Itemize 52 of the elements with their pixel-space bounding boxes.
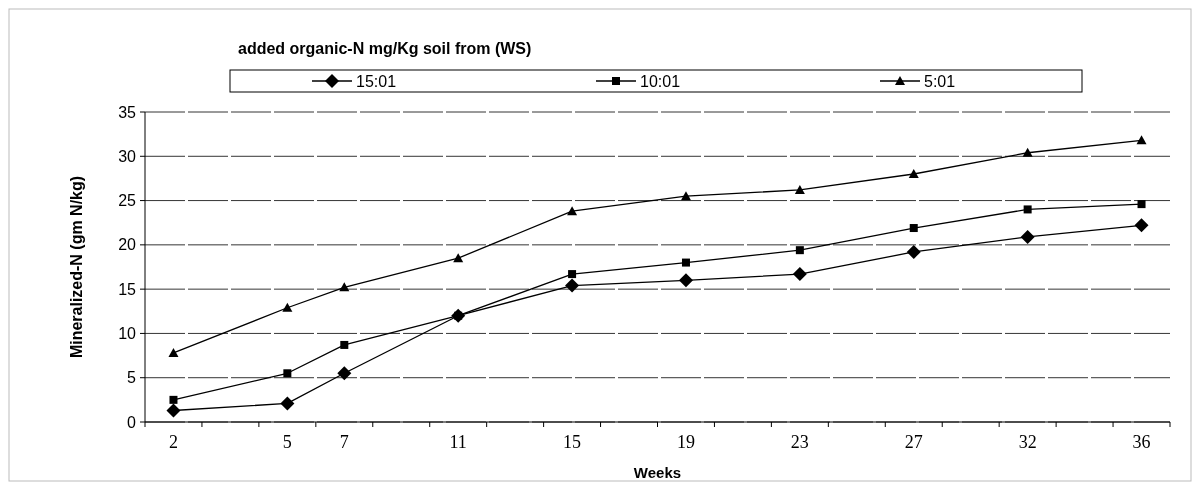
point xyxy=(168,347,179,357)
y-tick-label: 5 xyxy=(127,369,137,387)
x-axis-title: Weeks xyxy=(633,464,682,481)
point xyxy=(340,340,349,349)
point xyxy=(794,184,805,194)
point xyxy=(1020,229,1035,244)
point xyxy=(795,246,804,255)
x-tick-label: 23 xyxy=(790,432,809,452)
point xyxy=(678,273,693,288)
point xyxy=(1136,135,1147,145)
point xyxy=(1137,200,1146,209)
point xyxy=(166,403,181,418)
point xyxy=(909,224,918,233)
legend-title: added organic-N mg/Kg soil from (WS) xyxy=(238,40,532,57)
point xyxy=(565,278,580,293)
y-tick-label: 30 xyxy=(118,147,137,165)
point xyxy=(1134,218,1149,233)
legend-label: 5:01 xyxy=(924,72,956,90)
legend-label: 15:01 xyxy=(356,72,397,90)
point xyxy=(1022,147,1033,157)
x-tick-label: 36 xyxy=(1132,432,1151,452)
x-tick-label: 27 xyxy=(904,432,923,452)
point xyxy=(283,369,292,378)
y-tick-label: 20 xyxy=(118,236,137,254)
x-tick-label: 19 xyxy=(676,432,695,452)
point xyxy=(567,206,578,216)
x-tick-label: 7 xyxy=(339,432,349,452)
y-tick-label: 15 xyxy=(118,280,137,298)
y-tick-label: 25 xyxy=(118,192,137,210)
y-axis-title: Mineralized-N (gm N/kg) xyxy=(68,175,85,359)
point xyxy=(680,191,691,201)
y-tick-label: 0 xyxy=(127,413,137,431)
y-tick-label: 35 xyxy=(118,103,137,121)
point xyxy=(792,267,807,282)
x-tick-label: 11 xyxy=(449,432,467,452)
point xyxy=(337,366,352,381)
point xyxy=(282,302,293,312)
point xyxy=(453,253,464,263)
point xyxy=(908,169,919,178)
x-tick-label: 15 xyxy=(563,432,582,452)
point xyxy=(339,282,350,292)
x-tick-label: 32 xyxy=(1018,432,1037,452)
legend-label: 10:01 xyxy=(640,72,681,90)
x-tick-label: 5 xyxy=(282,432,292,452)
point xyxy=(280,396,295,411)
x-tick-label: 2 xyxy=(168,432,178,452)
point xyxy=(681,258,690,267)
point xyxy=(1023,205,1032,214)
point xyxy=(906,244,921,259)
point xyxy=(169,395,178,404)
point xyxy=(568,270,577,279)
y-tick-label: 10 xyxy=(118,325,137,343)
